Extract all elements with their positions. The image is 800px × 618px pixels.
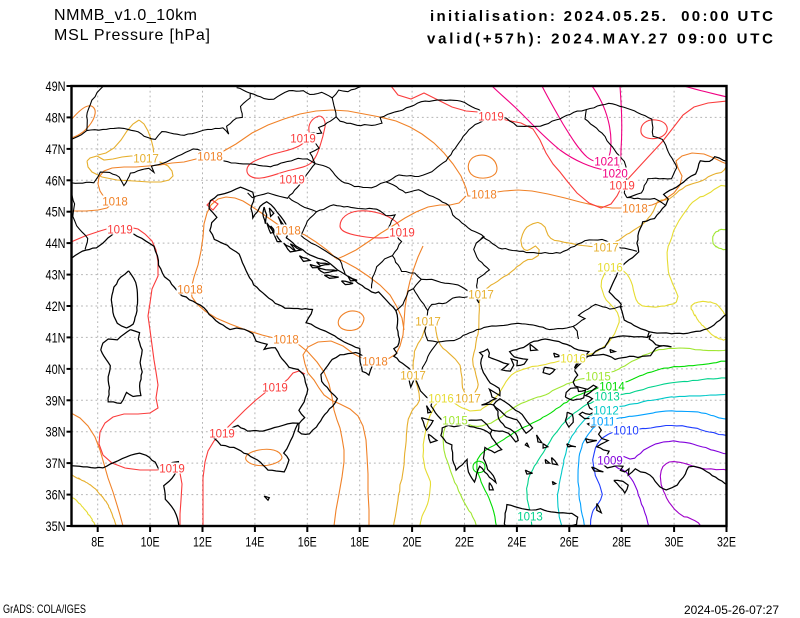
svg-text:1019: 1019 <box>159 464 185 476</box>
svg-text:NMMB_v1.0_10km: NMMB_v1.0_10km <box>54 7 197 24</box>
svg-text:20E: 20E <box>403 535 422 550</box>
svg-text:2024-05-26-07:27: 2024-05-26-07:27 <box>684 603 779 617</box>
svg-text:43N: 43N <box>46 268 66 283</box>
svg-text:GrADS: COLA/IGES: GrADS: COLA/IGES <box>3 602 86 616</box>
svg-text:36N: 36N <box>46 488 66 503</box>
svg-text:initialisation: 2024.05.25. 0: initialisation: 2024.05.25. 00:00 UTC <box>430 8 773 25</box>
svg-text:49N: 49N <box>46 79 66 94</box>
svg-text:1021: 1021 <box>594 157 620 169</box>
svg-text:1017: 1017 <box>593 243 619 255</box>
svg-text:18E: 18E <box>350 535 369 550</box>
svg-text:1017: 1017 <box>133 154 159 166</box>
svg-text:47N: 47N <box>46 142 66 157</box>
svg-text:28E: 28E <box>612 535 631 550</box>
svg-text:41N: 41N <box>46 330 66 345</box>
svg-text:48N: 48N <box>46 110 66 125</box>
svg-text:37N: 37N <box>46 456 66 471</box>
svg-text:8E: 8E <box>91 535 104 550</box>
svg-text:22E: 22E <box>455 535 474 550</box>
svg-text:1019: 1019 <box>107 225 133 237</box>
svg-text:1019: 1019 <box>279 175 305 187</box>
svg-text:1012: 1012 <box>593 406 619 418</box>
svg-text:1018: 1018 <box>471 190 497 202</box>
svg-text:12E: 12E <box>193 535 212 550</box>
svg-text:1018: 1018 <box>197 152 223 164</box>
svg-text:44N: 44N <box>46 236 66 251</box>
svg-text:1019: 1019 <box>290 134 316 146</box>
svg-text:1018: 1018 <box>622 204 648 216</box>
svg-text:1019: 1019 <box>209 429 235 441</box>
svg-text:30E: 30E <box>665 535 684 550</box>
svg-text:10E: 10E <box>141 535 160 550</box>
svg-text:38N: 38N <box>46 425 66 440</box>
svg-text:1018: 1018 <box>273 335 299 347</box>
svg-text:14E: 14E <box>245 535 264 550</box>
svg-text:26E: 26E <box>560 535 579 550</box>
svg-text:1019: 1019 <box>262 383 288 395</box>
svg-text:42N: 42N <box>46 299 66 314</box>
svg-text:1017: 1017 <box>415 317 441 329</box>
svg-text:1020: 1020 <box>602 169 628 181</box>
svg-text:1016: 1016 <box>597 263 623 275</box>
svg-text:1009: 1009 <box>597 456 623 468</box>
svg-text:1017: 1017 <box>468 290 494 302</box>
svg-text:1013: 1013 <box>594 392 620 404</box>
svg-text:1019: 1019 <box>609 181 635 193</box>
svg-text:1018: 1018 <box>102 197 128 209</box>
svg-text:16E: 16E <box>298 535 317 550</box>
svg-text:1016: 1016 <box>428 394 454 406</box>
svg-text:1016: 1016 <box>560 354 586 366</box>
svg-text:1018: 1018 <box>362 357 388 369</box>
svg-text:39N: 39N <box>46 393 66 408</box>
svg-text:1018: 1018 <box>275 226 301 238</box>
svg-text:40N: 40N <box>46 362 66 377</box>
svg-text:46N: 46N <box>46 173 66 188</box>
svg-text:1019: 1019 <box>389 228 415 240</box>
svg-text:35N: 35N <box>46 519 66 534</box>
svg-text:1017: 1017 <box>455 394 481 406</box>
svg-text:1010: 1010 <box>613 426 639 438</box>
svg-text:1017: 1017 <box>400 371 426 383</box>
svg-text:1019: 1019 <box>478 112 504 124</box>
svg-text:1015: 1015 <box>442 416 468 428</box>
svg-text:1011: 1011 <box>591 417 616 429</box>
svg-text:45N: 45N <box>46 205 66 220</box>
svg-text:32E: 32E <box>717 535 736 550</box>
svg-text:1018: 1018 <box>177 285 203 297</box>
svg-text:24E: 24E <box>507 535 526 550</box>
svg-text:1013: 1013 <box>517 512 543 524</box>
svg-text:MSL Pressure [hPa]: MSL Pressure [hPa] <box>54 27 210 44</box>
